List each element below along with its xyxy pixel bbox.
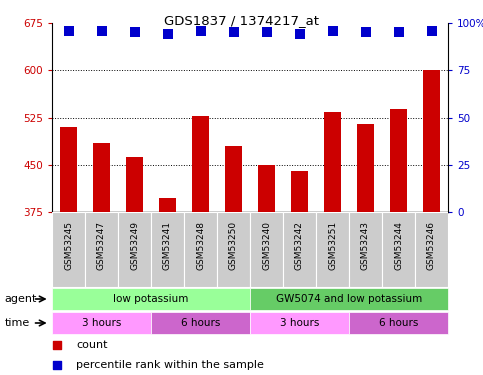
- Point: [164, 32, 171, 38]
- Text: GSM53245: GSM53245: [64, 221, 73, 270]
- Text: GSM53247: GSM53247: [97, 221, 106, 270]
- Bar: [217, 212, 250, 287]
- Bar: [415, 212, 448, 287]
- Point: [362, 30, 369, 36]
- Text: count: count: [76, 339, 108, 350]
- Point: [328, 27, 336, 33]
- Text: GSM53240: GSM53240: [262, 221, 271, 270]
- Text: GSM53248: GSM53248: [196, 221, 205, 270]
- Bar: [85, 212, 118, 287]
- Point: [53, 342, 61, 348]
- Bar: [349, 212, 382, 287]
- Bar: [316, 212, 349, 287]
- Bar: [52, 212, 85, 287]
- Bar: [192, 116, 209, 212]
- Bar: [291, 171, 308, 212]
- Text: GSM53250: GSM53250: [229, 221, 238, 270]
- Bar: [184, 212, 217, 287]
- Bar: [52, 312, 151, 334]
- Bar: [159, 198, 176, 212]
- Text: 3 hours: 3 hours: [280, 318, 319, 328]
- Bar: [357, 124, 374, 212]
- Bar: [423, 70, 440, 212]
- Text: GSM53242: GSM53242: [295, 221, 304, 270]
- Text: percentile rank within the sample: percentile rank within the sample: [76, 360, 264, 370]
- Point: [263, 30, 270, 36]
- Bar: [258, 165, 275, 212]
- Bar: [283, 212, 316, 287]
- Text: GSM53244: GSM53244: [394, 221, 403, 270]
- Text: low potassium: low potassium: [114, 294, 189, 304]
- Point: [65, 27, 72, 33]
- Bar: [250, 312, 349, 334]
- Point: [197, 27, 204, 33]
- Bar: [390, 109, 407, 212]
- Text: time: time: [5, 318, 30, 328]
- Bar: [324, 112, 341, 212]
- Text: 6 hours: 6 hours: [181, 318, 220, 328]
- Point: [53, 362, 61, 368]
- Point: [395, 30, 402, 36]
- Point: [427, 27, 435, 33]
- Text: GSM53243: GSM53243: [361, 221, 370, 270]
- Bar: [151, 212, 184, 287]
- Text: GSM53251: GSM53251: [328, 221, 337, 270]
- Bar: [118, 212, 151, 287]
- Bar: [225, 146, 242, 212]
- Bar: [250, 212, 283, 287]
- Text: GSM53249: GSM53249: [130, 221, 139, 270]
- Bar: [93, 143, 110, 212]
- Bar: [60, 127, 77, 212]
- Bar: [52, 288, 250, 310]
- Point: [229, 30, 237, 36]
- Bar: [349, 312, 448, 334]
- Text: agent: agent: [5, 294, 37, 304]
- Bar: [126, 157, 143, 212]
- Point: [130, 30, 138, 36]
- Point: [98, 27, 105, 33]
- Bar: [382, 212, 415, 287]
- Point: [296, 32, 303, 38]
- Text: GW5074 and low potassium: GW5074 and low potassium: [276, 294, 422, 304]
- Text: 6 hours: 6 hours: [379, 318, 418, 328]
- Bar: [151, 312, 250, 334]
- Text: GSM53241: GSM53241: [163, 221, 172, 270]
- Text: GSM53246: GSM53246: [427, 221, 436, 270]
- Text: 3 hours: 3 hours: [82, 318, 121, 328]
- Bar: [250, 288, 448, 310]
- Text: GDS1837 / 1374217_at: GDS1837 / 1374217_at: [164, 14, 319, 27]
